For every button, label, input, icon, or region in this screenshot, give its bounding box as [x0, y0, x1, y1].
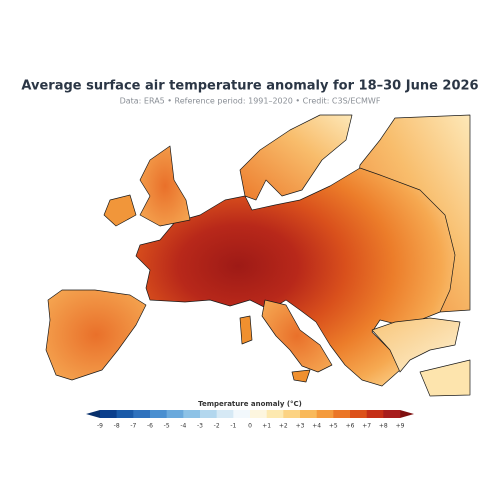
colorbar-segment [266, 410, 284, 418]
colorbar-tick-label: +7 [362, 423, 371, 430]
colorbar-segment [183, 410, 201, 418]
subtitle: Data: ERA5 • Reference period: 1991–2020… [120, 97, 381, 106]
colorbar-segment [133, 410, 151, 418]
colorbar-segment [383, 410, 401, 418]
land-scandinavia [239, 114, 353, 201]
colorbar-segment [150, 410, 167, 418]
colorbar-tick-label: -3 [197, 423, 203, 430]
colorbar-arrow [400, 410, 414, 418]
colorbar-tick-label: -6 [147, 423, 153, 430]
colorbar-tick-label: 0 [248, 423, 252, 430]
legend: -9 -8 -7 -6 -5 -4 -3 -2 -1 0 +1 +2 +3 +4 +5 +6 +7 +8 +9 [86, 410, 414, 430]
colorbar-segment [300, 410, 317, 418]
land-ireland [103, 194, 137, 227]
colorbar-arrow [86, 410, 100, 418]
colorbar-tick-label: -8 [114, 423, 120, 430]
land-mainland [135, 167, 456, 387]
colorbar-segment [316, 410, 334, 418]
legend-title: Temperature anomaly (°C) [198, 400, 302, 408]
colorbar-tick-label: +9 [396, 423, 405, 430]
colorbar-segment [250, 410, 267, 418]
land-iberia [45, 289, 147, 381]
colorbar-segment [366, 410, 384, 418]
colorbar-segment [166, 410, 184, 418]
land-britain [139, 145, 191, 227]
land-balkans [371, 317, 461, 373]
colorbar-tick-label: +5 [329, 423, 338, 430]
colorbar-tick-label: -1 [230, 423, 236, 430]
colorbar-tick-label: -4 [180, 423, 186, 430]
colorbar-tick-label: +3 [296, 423, 305, 430]
colorbar-segment [200, 410, 217, 418]
colorbar-tick-label: -7 [130, 423, 136, 430]
colorbar-tick-label: -2 [214, 423, 220, 430]
colorbar-tick-label: +4 [312, 423, 321, 430]
land-turkey [419, 359, 471, 397]
colorbar-segment [100, 410, 117, 418]
colorbar-tick-label: +1 [262, 423, 271, 430]
colorbar-segment [216, 410, 234, 418]
colorbar-segment [116, 410, 134, 418]
colorbar-segment [283, 410, 301, 418]
land-sicily [291, 369, 311, 383]
title: Average surface air temperature anomaly … [21, 79, 478, 94]
colorbar-tick-label: -5 [164, 423, 170, 430]
colorbar-tick-label: -9 [97, 423, 103, 430]
colorbar-tick-label: +8 [379, 423, 388, 430]
land-italy [261, 299, 333, 373]
colorbar-tick-label: +6 [346, 423, 355, 430]
colorbar-tick-label: +2 [279, 423, 288, 430]
map [45, 114, 471, 397]
colorbar-segment [233, 410, 251, 418]
land-sardinia [239, 315, 253, 345]
colorbar-segment [350, 410, 367, 418]
colorbar-segment [333, 410, 351, 418]
